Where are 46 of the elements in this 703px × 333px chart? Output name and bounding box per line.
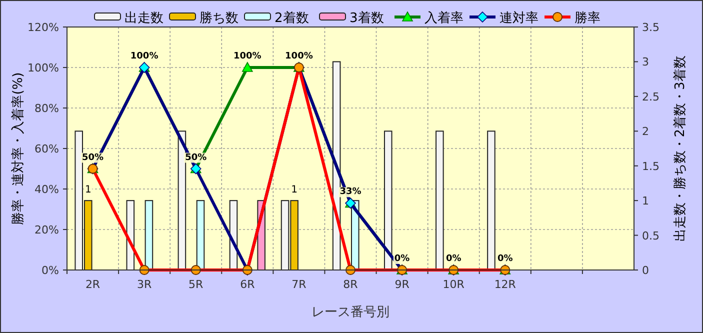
- y2-tick-label: 3.5: [642, 21, 660, 34]
- y2-tick-label: 0.5: [642, 229, 660, 242]
- data-label: 100%: [130, 52, 158, 62]
- x-axis-title: レース番号別: [312, 305, 390, 320]
- y2-tick-label: 1: [642, 194, 649, 208]
- legend-label: 3着数: [350, 10, 384, 26]
- y-tick-label: 20%: [34, 224, 59, 236]
- x-tick-label: 10R: [442, 278, 465, 291]
- y2-tick-label: 3: [642, 56, 649, 69]
- y-tick-label: 0%: [42, 264, 59, 277]
- legend-label: 2着数: [274, 10, 309, 26]
- legend-label: 入着率: [424, 10, 464, 26]
- x-tick-label: 5R: [188, 278, 204, 291]
- y2-tick-label: 2.5: [642, 90, 660, 104]
- legend-label: 勝率: [574, 10, 600, 26]
- data-label: 0%: [446, 254, 462, 264]
- x-tick-label: 9R: [394, 278, 410, 291]
- point: [242, 62, 253, 72]
- y-tick-label: 40%: [34, 183, 59, 196]
- legend-label: 出走数: [124, 11, 164, 26]
- y2-tick-label: 2: [642, 125, 649, 138]
- y-axis-title: 勝率・連対率・入着率(%): [10, 72, 26, 225]
- data-label: 50%: [82, 152, 104, 163]
- y-tick-label: 80%: [34, 102, 59, 115]
- x-tick-label: 6R: [240, 278, 256, 291]
- data-label: 1: [291, 184, 298, 196]
- y2-tick-label: 1.5: [642, 160, 660, 173]
- y2-axis-title: 出走数・勝ち数・2着数・3着数: [672, 56, 688, 242]
- x-tick-label: 12R: [494, 278, 516, 291]
- y2-tick-label: 0: [642, 264, 649, 277]
- data-label: 0%: [394, 254, 410, 264]
- data-label: 100%: [234, 52, 262, 62]
- data-label: 0%: [497, 254, 513, 264]
- x-tick-label: 8R: [343, 278, 358, 291]
- x-tick-label: 7R: [292, 278, 307, 291]
- x-tick-label: 2R: [85, 278, 100, 291]
- data-label: 33%: [340, 187, 362, 198]
- legend-label: 連対率: [500, 10, 538, 26]
- legend-label: 勝ち数: [200, 11, 238, 26]
- data-label: 1: [84, 184, 92, 196]
- y-tick-label: 60%: [34, 142, 59, 156]
- y-tick-label: 120%: [28, 21, 59, 34]
- data-label: 50%: [185, 152, 207, 163]
- y-tick-label: 100%: [28, 62, 59, 74]
- x-tick-label: 3R: [136, 278, 152, 291]
- data-label: 100%: [285, 52, 313, 62]
